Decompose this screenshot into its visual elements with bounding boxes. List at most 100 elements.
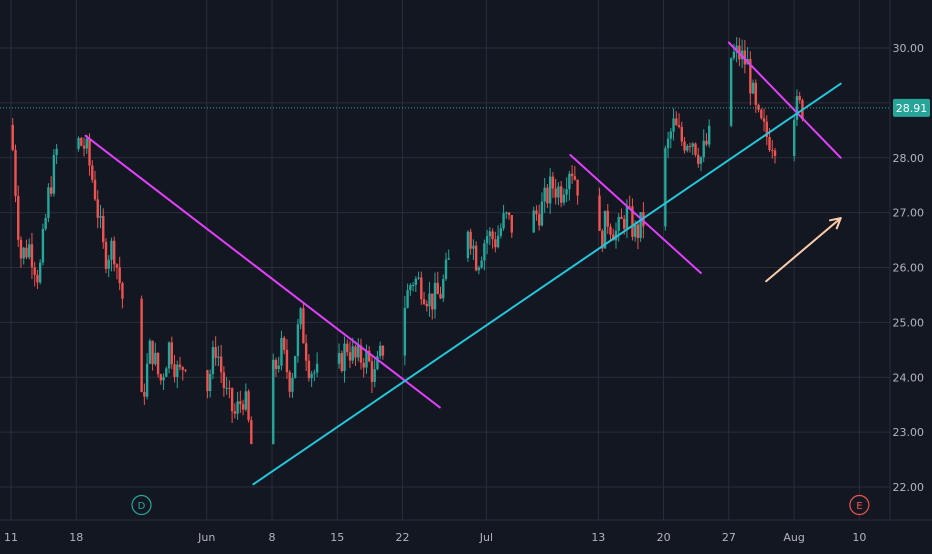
candle-up (414, 278, 418, 285)
candle-down (628, 206, 631, 208)
candle-down (348, 352, 352, 361)
candle-down (598, 195, 601, 231)
candle-down (19, 239, 23, 259)
candle-down (436, 282, 439, 295)
candle-up (483, 243, 486, 261)
candle-up (603, 210, 607, 249)
candle-up (699, 157, 703, 164)
current-price-value: 28.91 (896, 102, 928, 115)
time-axis[interactable] (0, 520, 932, 550)
price-tick-label: 23.00 (893, 426, 925, 439)
candle-down (439, 294, 442, 299)
candle-down (346, 343, 349, 353)
candle-down (606, 210, 609, 227)
candle-down (762, 118, 766, 122)
candle-up (532, 210, 535, 233)
candle-down (140, 298, 143, 393)
time-tick-label: Jun (197, 531, 215, 544)
candle-up (315, 363, 319, 373)
candle-down (88, 138, 91, 166)
time-axis-labels: 11 18 Jun 8 15 22 Jul 13 20 27 Aug 10 (4, 531, 866, 544)
candle-up (565, 189, 568, 195)
trendline-descending-2 (569, 154, 702, 274)
candle-up (562, 194, 566, 203)
candle-down (307, 360, 311, 379)
candle-down (743, 50, 747, 65)
price-tick-label: 30.00 (893, 42, 925, 55)
candle-up (543, 187, 546, 202)
candle-down (705, 140, 708, 145)
candle-down (121, 283, 124, 299)
candle-down (491, 231, 494, 240)
candle-down (181, 367, 184, 370)
candle-down (170, 342, 173, 365)
candle-up (664, 148, 667, 227)
time-tick-label: 11 (4, 531, 18, 544)
candle-down (683, 141, 686, 151)
candle-down (82, 145, 86, 149)
candle-up (291, 377, 294, 392)
candle-up (639, 212, 642, 239)
trendlines (84, 41, 842, 486)
candle-down (510, 215, 513, 233)
candle-down (49, 187, 53, 194)
candle-down (283, 337, 286, 350)
candle-up (167, 342, 171, 369)
candle-down (697, 154, 700, 164)
candle-up (617, 216, 620, 231)
candle-down (214, 347, 217, 358)
candle-down (302, 308, 305, 344)
time-tick-label: 8 (269, 531, 276, 544)
candle-up (557, 186, 560, 198)
candle-up (310, 373, 313, 379)
trendline-descending-1 (84, 134, 441, 409)
price-axis-labels: 22.0023.0024.0025.0026.0027.0028.0029.00… (893, 42, 925, 494)
candle-down (247, 391, 250, 421)
candle-down (559, 186, 563, 203)
candle-up (217, 356, 220, 358)
candle-down (425, 303, 428, 307)
candle-up (280, 337, 283, 366)
candle-up (447, 258, 450, 260)
candle-down (14, 149, 17, 197)
candle-up (77, 138, 80, 149)
price-tick-label: 28.00 (893, 152, 925, 165)
candle-down (102, 216, 105, 243)
candle-down (93, 179, 97, 200)
candle-up (176, 364, 179, 377)
current-price-tag: 28.91 (893, 98, 930, 117)
candle-up (708, 125, 711, 145)
candle-down (151, 340, 154, 365)
time-tick-label: 18 (69, 531, 83, 544)
candle-up (793, 119, 796, 157)
candle-up (795, 96, 799, 120)
candle-down (570, 173, 574, 177)
candle-up (442, 278, 445, 299)
candle-down (17, 196, 20, 240)
candle-up (686, 146, 689, 151)
candle-up (110, 240, 113, 260)
candle-up (107, 259, 110, 269)
candle-down (222, 372, 226, 389)
price-axis[interactable] (890, 0, 932, 520)
candle-down (474, 245, 478, 271)
candle-up (41, 228, 45, 263)
candle-down (118, 267, 121, 284)
time-tick-label: 22 (396, 531, 410, 544)
candle-down (96, 199, 99, 218)
candle-down (768, 137, 771, 151)
candle-up (472, 245, 475, 249)
candle-down (422, 299, 426, 304)
candle-down (304, 343, 308, 361)
time-tick-label: 15 (330, 531, 344, 544)
candle-down (694, 143, 697, 155)
candle-down (757, 104, 760, 110)
candle-up (236, 401, 239, 414)
candle-up (496, 235, 500, 248)
candle-down (631, 206, 634, 237)
candle-up (208, 374, 212, 392)
candle-down (601, 230, 604, 249)
candle-down (359, 345, 363, 363)
